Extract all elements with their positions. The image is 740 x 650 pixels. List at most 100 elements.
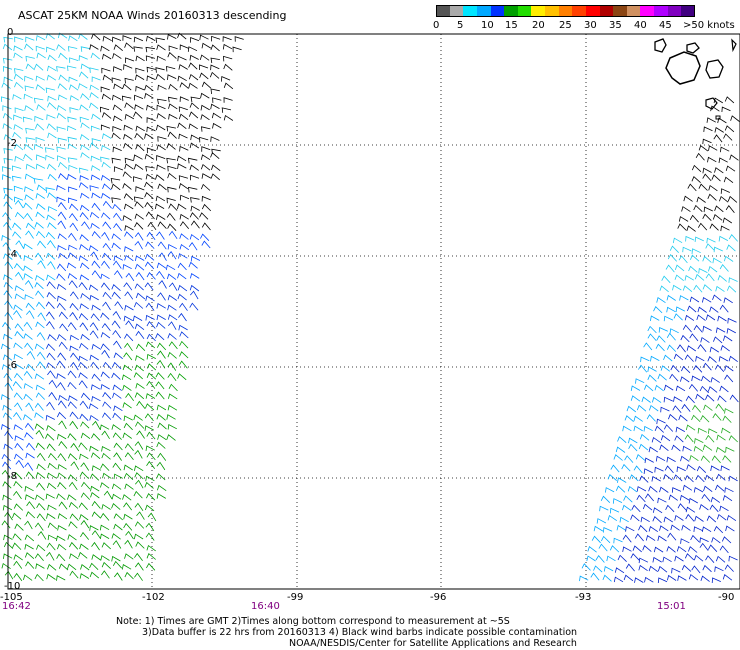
wind-barb bbox=[122, 402, 132, 409]
wind-barb bbox=[23, 265, 33, 272]
wind-barb bbox=[729, 394, 739, 403]
wind-barb bbox=[69, 541, 79, 550]
wind-barb bbox=[35, 211, 45, 219]
wind-barb bbox=[167, 131, 177, 139]
wind-barb bbox=[13, 143, 24, 151]
wind-barb bbox=[674, 514, 684, 521]
wind-barb bbox=[69, 553, 79, 560]
wind-barb bbox=[89, 525, 99, 531]
wind-barb bbox=[671, 487, 682, 493]
wind-barb bbox=[696, 465, 707, 473]
wind-barb bbox=[146, 75, 156, 82]
wind-barb bbox=[657, 535, 667, 542]
wind-barb bbox=[134, 502, 144, 512]
wind-barb bbox=[79, 234, 89, 242]
wind-barb bbox=[36, 332, 46, 341]
wind-barb bbox=[91, 420, 101, 430]
wind-barb bbox=[156, 124, 166, 131]
wind-barb bbox=[659, 444, 669, 452]
wind-barb bbox=[81, 221, 90, 230]
wind-barb bbox=[112, 126, 122, 132]
wind-barb bbox=[89, 142, 99, 150]
wind-barb bbox=[36, 154, 46, 161]
wind-barb bbox=[112, 330, 122, 339]
wind-barb bbox=[25, 63, 35, 71]
wind-barb bbox=[167, 321, 177, 330]
wind-barb bbox=[80, 63, 90, 70]
wind-barb bbox=[22, 116, 33, 123]
wind-barb bbox=[688, 546, 698, 553]
wind-barb bbox=[713, 525, 724, 534]
wind-barb bbox=[23, 393, 33, 401]
colorbar-swatch bbox=[654, 5, 669, 17]
wind-barb bbox=[144, 403, 155, 411]
wind-barb bbox=[717, 315, 727, 322]
wind-barb bbox=[80, 122, 90, 129]
wind-barb bbox=[716, 473, 726, 481]
wind-barb bbox=[210, 136, 220, 142]
wind-barb bbox=[112, 203, 122, 212]
wind-barb bbox=[34, 343, 45, 350]
wind-barb bbox=[167, 51, 177, 59]
wind-barb bbox=[56, 44, 66, 51]
wind-barb bbox=[89, 44, 99, 50]
wind-barb bbox=[595, 555, 605, 563]
wind-barb bbox=[648, 526, 659, 533]
lon-label-96: -96 bbox=[430, 592, 447, 603]
wind-barb bbox=[222, 36, 232, 42]
wind-barb bbox=[165, 264, 176, 271]
wind-barb bbox=[124, 203, 134, 210]
wind-barb bbox=[179, 145, 189, 152]
wind-barb bbox=[79, 167, 89, 174]
wind-barb bbox=[56, 283, 67, 290]
wind-barb bbox=[177, 262, 187, 271]
wind-barb bbox=[176, 155, 187, 162]
wind-barb bbox=[46, 74, 57, 81]
wind-barb bbox=[134, 104, 144, 110]
wind-barb bbox=[57, 481, 67, 490]
wind-barb bbox=[90, 251, 99, 261]
wind-barb bbox=[667, 532, 677, 541]
wind-barb bbox=[112, 94, 122, 101]
wind-barb bbox=[211, 164, 221, 172]
wind-barb bbox=[25, 302, 35, 311]
wind-barb bbox=[681, 403, 691, 412]
wind-barb bbox=[78, 380, 88, 389]
wind-barb bbox=[68, 252, 78, 259]
wind-barb bbox=[48, 452, 58, 461]
wind-barb bbox=[156, 413, 166, 421]
wind-barb bbox=[90, 52, 100, 60]
wind-barb bbox=[178, 312, 187, 322]
wind-barb bbox=[666, 294, 676, 301]
wind-barb bbox=[644, 576, 654, 583]
wind-barb bbox=[673, 313, 683, 321]
wind-barb bbox=[122, 183, 132, 190]
wind-barb bbox=[58, 311, 68, 320]
wind-barb bbox=[14, 36, 24, 43]
wind-barb bbox=[627, 485, 638, 493]
wind-barb bbox=[630, 514, 640, 522]
colorbar-tick-label: 35 bbox=[609, 20, 622, 31]
wind-barb bbox=[80, 392, 91, 401]
wind-barb bbox=[647, 366, 657, 372]
wind-barb bbox=[700, 415, 710, 423]
wind-barb bbox=[718, 235, 729, 242]
wind-barb bbox=[36, 502, 46, 511]
wind-barb bbox=[2, 123, 12, 130]
wind-barb bbox=[14, 199, 24, 209]
wind-barb bbox=[177, 203, 187, 210]
galapagos-coastline bbox=[654, 38, 737, 120]
wind-barb bbox=[134, 213, 144, 220]
wind-barb bbox=[78, 355, 88, 362]
wind-barb bbox=[135, 382, 145, 389]
wind-barb bbox=[190, 174, 200, 181]
wind-barb bbox=[91, 511, 101, 519]
wind-barb bbox=[145, 532, 155, 541]
wind-barb bbox=[80, 421, 90, 429]
wind-barb bbox=[144, 282, 154, 291]
wind-barb bbox=[720, 465, 730, 472]
wind-barb bbox=[101, 445, 111, 452]
wind-barb bbox=[102, 221, 112, 230]
wind-barb bbox=[691, 414, 701, 422]
wind-barb bbox=[656, 335, 666, 343]
